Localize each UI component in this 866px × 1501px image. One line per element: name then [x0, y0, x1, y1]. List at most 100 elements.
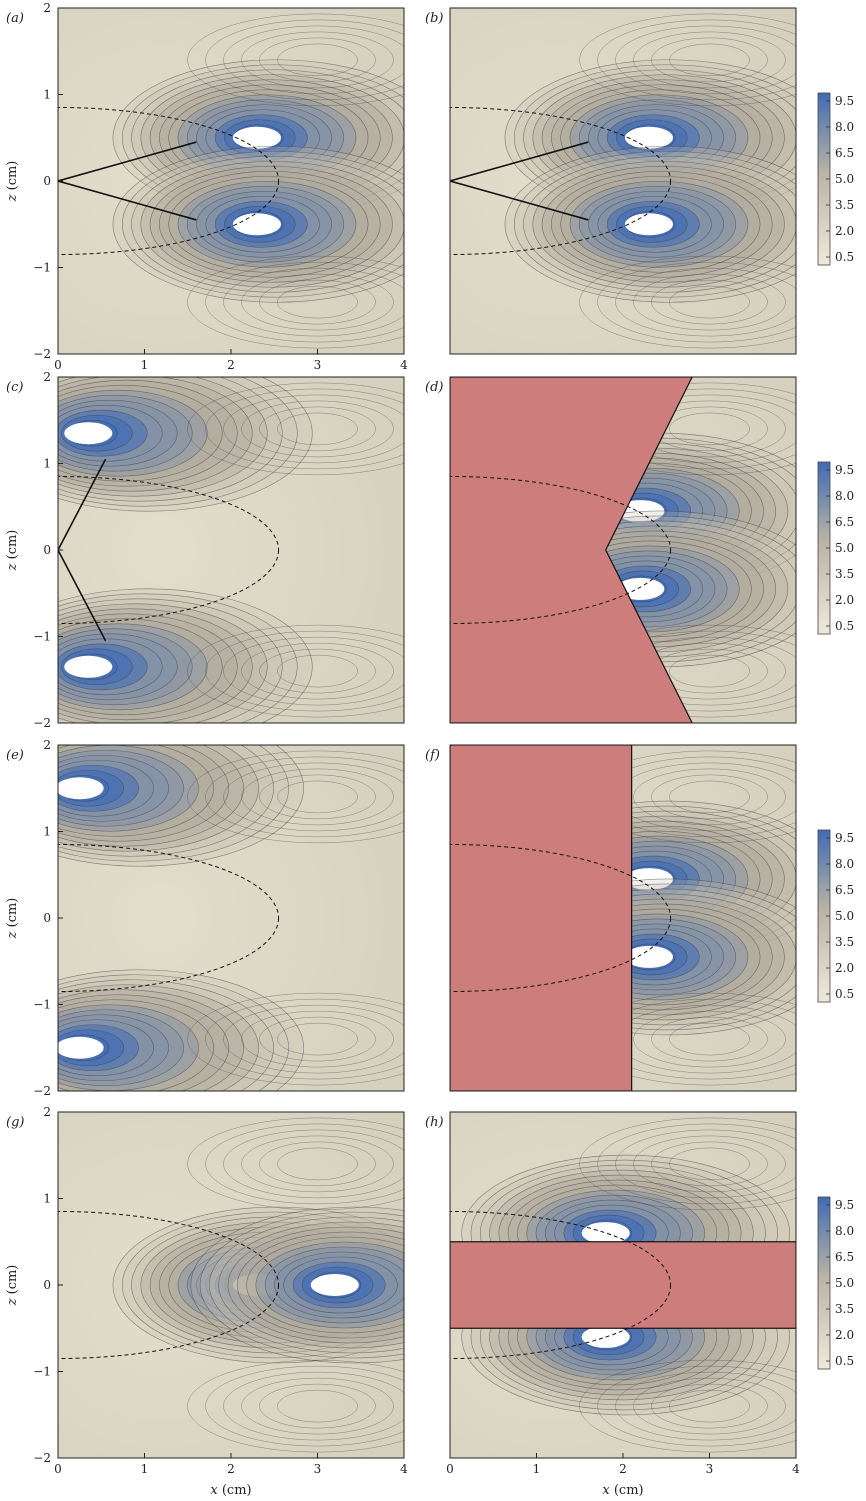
colorbar-tick-label: 5.0 [835, 541, 854, 555]
panel-background [58, 8, 404, 354]
colorbar-tick-label: 3.5 [835, 198, 854, 212]
x-tick-label: 3 [706, 1462, 714, 1476]
saturated-region [624, 213, 673, 236]
contour-line [259, 648, 376, 694]
contour-line [669, 1147, 750, 1181]
heatmap-panel-0 [58, 8, 404, 354]
dashed-ellipse [450, 106, 672, 256]
x-axis-label: x (cm) [602, 1483, 643, 1498]
y-tick-label: 1 [43, 825, 51, 839]
saturated-region [624, 945, 673, 968]
contour-line [259, 1141, 376, 1187]
saturated-region [232, 213, 281, 236]
panel-label: (c) [6, 380, 23, 395]
contour-line [259, 37, 376, 83]
wedge-edge [58, 180, 197, 221]
panel-label: (g) [6, 1115, 24, 1130]
saturated-region [64, 655, 113, 678]
contour-line [277, 412, 358, 446]
contour-line [651, 774, 768, 820]
contour-line [669, 1389, 750, 1423]
y-tick-label: −2 [33, 1084, 51, 1098]
contour-line [579, 1359, 796, 1453]
colorbar-tick-label: 0.5 [835, 250, 854, 264]
panel-frame [449, 744, 797, 1092]
contour-line [223, 1004, 404, 1074]
colorbar-tick-label: 6.5 [835, 515, 854, 529]
y-tick-label: 0 [43, 911, 51, 925]
contour-line [223, 25, 404, 95]
z-axis-label: z (cm) [5, 1265, 20, 1307]
heatmap-panel-3 [450, 377, 796, 723]
y-tick-label: 2 [43, 738, 51, 752]
z-axis-label: z (cm) [5, 161, 20, 203]
contour-line [241, 1377, 394, 1435]
saturated-region [58, 777, 104, 800]
panel-label: (f) [425, 748, 440, 763]
contour-line [651, 279, 768, 325]
saturated-region [232, 126, 281, 149]
colorbar-tick-label: 9.5 [835, 94, 854, 108]
dashed-ellipse [450, 475, 672, 625]
dashed-ellipse [450, 1210, 672, 1360]
contour-line [277, 1389, 358, 1423]
contour-line [241, 642, 394, 700]
contour-line [241, 31, 394, 89]
colorbar-tick-label: 0.5 [835, 1354, 854, 1368]
y-tick-label: −2 [33, 347, 51, 361]
contour-line [579, 1117, 796, 1211]
contour-line [597, 261, 796, 343]
contour-line [205, 388, 404, 470]
saturated-region [232, 1274, 281, 1296]
contour-line [651, 1141, 768, 1187]
y-tick-label: 1 [43, 88, 51, 102]
y-tick-label: −1 [33, 998, 51, 1012]
panel-background [450, 8, 796, 354]
contour-line [579, 13, 796, 107]
contour-line [277, 1022, 358, 1056]
colorbar-tick-label: 5.0 [835, 172, 854, 186]
colorbar-tick-label: 2.0 [835, 1328, 854, 1342]
contour-line [633, 1010, 786, 1068]
dashed-ellipse [450, 843, 672, 993]
contour-line [187, 1117, 404, 1211]
y-tick-label: 1 [43, 457, 51, 471]
x-tick-label: 3 [314, 358, 322, 372]
z-axis-label: z (cm) [5, 898, 20, 940]
contour-line [241, 768, 394, 826]
contour-line [205, 998, 404, 1080]
colorbar-tick-label: 5.0 [835, 909, 854, 923]
heatmap-panel-7 [450, 1112, 796, 1458]
contour-line [277, 43, 358, 77]
contour-line [259, 1383, 376, 1429]
dashed-ellipse [58, 106, 280, 256]
contour-line [597, 19, 796, 101]
contour-line [223, 762, 404, 832]
x-tick-label: 1 [141, 358, 149, 372]
contour-line [615, 25, 796, 95]
panel-label: (d) [425, 380, 443, 395]
contour-line [669, 43, 750, 77]
contour-line [259, 279, 376, 325]
y-tick-label: −2 [33, 716, 51, 730]
wedge-edge [450, 180, 589, 221]
colorbar-tick-label: 8.0 [835, 120, 854, 134]
x-tick-label: 1 [533, 1462, 541, 1476]
contour-line [241, 1010, 394, 1068]
colorbar-tick-label: 8.0 [835, 489, 854, 503]
saturated-region [624, 868, 673, 891]
colorbar-tick-label: 5.0 [835, 1276, 854, 1290]
contour-line [651, 1383, 768, 1429]
wedge-edge [58, 141, 197, 182]
obstacle-wedge [450, 377, 693, 723]
saturated-region [310, 1274, 359, 1296]
contour-line [669, 654, 750, 688]
heatmap-panel-2 [58, 377, 404, 723]
contour-line [187, 624, 404, 718]
y-tick-label: 2 [43, 370, 51, 384]
y-tick-label: 0 [43, 174, 51, 188]
dashed-ellipse [58, 475, 280, 625]
contour-line [277, 780, 358, 814]
contour-line [223, 636, 404, 706]
